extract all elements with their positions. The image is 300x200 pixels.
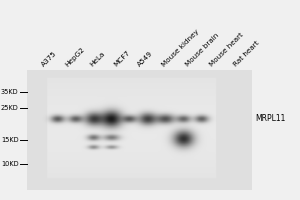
Text: HeLa: HeLa: [88, 51, 106, 68]
Text: Rat heart: Rat heart: [232, 40, 260, 68]
Text: Mouse brain: Mouse brain: [184, 32, 220, 68]
Text: A375: A375: [40, 50, 58, 68]
Text: MCF7: MCF7: [112, 50, 131, 68]
Text: MRPL11: MRPL11: [255, 114, 285, 123]
Text: 10KD: 10KD: [1, 161, 19, 167]
Text: 25KD: 25KD: [1, 105, 19, 111]
Text: 15KD: 15KD: [1, 137, 19, 143]
Text: Mouse heart: Mouse heart: [208, 32, 244, 68]
Text: HepG2: HepG2: [64, 46, 86, 68]
Text: A549: A549: [136, 50, 154, 68]
Text: Mouse kidney: Mouse kidney: [160, 28, 200, 68]
Text: 35KD: 35KD: [1, 89, 19, 95]
